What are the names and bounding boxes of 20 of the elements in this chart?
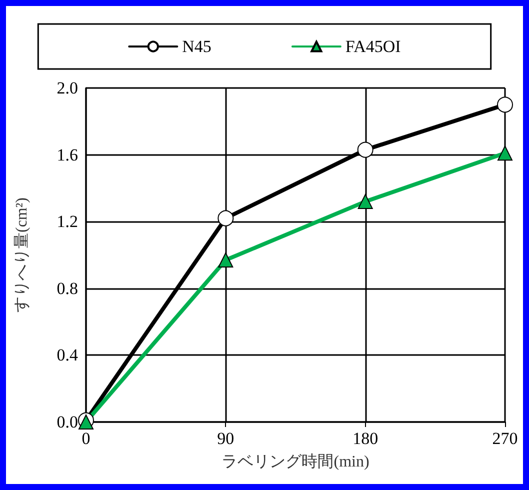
x-tick-label: 0 [82, 429, 90, 448]
point [218, 210, 234, 226]
x-axis-title: ラベリング時間(min) [222, 452, 370, 470]
point [358, 194, 373, 210]
point [498, 146, 512, 161]
point [357, 142, 374, 158]
y-axis-title: すりへり量(cm²) [14, 198, 30, 312]
y-tick-label: 0.4 [56, 346, 78, 365]
y-tick-label: 1.2 [56, 212, 78, 232]
legend-label: N45 [182, 37, 212, 56]
y-tick-label: 0.0 [56, 412, 78, 432]
y-tick-label: 0.8 [56, 278, 78, 298]
point [497, 96, 513, 113]
x-tick-label: 270 [492, 429, 518, 448]
point [218, 252, 234, 268]
legend-label: FA45OI [345, 37, 402, 56]
y-tick-label: 1.6 [56, 145, 78, 164]
y-tick-label: 2.0 [56, 78, 78, 98]
x-tick-label: 180 [352, 429, 378, 448]
x-tick-label: 90 [217, 429, 234, 448]
